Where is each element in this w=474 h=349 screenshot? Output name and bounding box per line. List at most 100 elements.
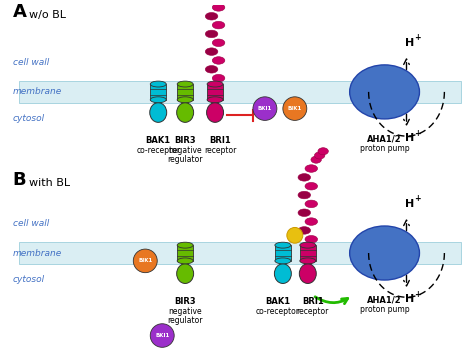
Bar	[279, 260, 287, 265]
Bar	[304, 260, 312, 265]
Ellipse shape	[305, 218, 318, 225]
Ellipse shape	[212, 21, 225, 29]
Ellipse shape	[177, 81, 193, 87]
Text: membrane: membrane	[13, 87, 62, 96]
Text: with BL: with BL	[28, 178, 70, 188]
Ellipse shape	[318, 148, 328, 155]
Ellipse shape	[305, 236, 318, 243]
Ellipse shape	[298, 209, 310, 216]
Bar	[275, 245, 291, 261]
Ellipse shape	[298, 191, 310, 199]
Ellipse shape	[305, 165, 318, 172]
Text: BRI1: BRI1	[302, 297, 324, 306]
Text: +: +	[414, 129, 421, 138]
Ellipse shape	[207, 103, 224, 122]
Text: AHA1/2: AHA1/2	[367, 134, 402, 143]
Bar	[18, 81, 461, 103]
Circle shape	[133, 249, 157, 273]
Text: BKI1: BKI1	[258, 106, 272, 111]
Ellipse shape	[205, 66, 218, 73]
Text: +: +	[414, 290, 421, 299]
Ellipse shape	[274, 264, 292, 283]
Text: BIK1: BIK1	[138, 258, 153, 263]
Bar	[177, 84, 193, 100]
Ellipse shape	[207, 81, 223, 87]
Text: H: H	[405, 294, 414, 304]
Ellipse shape	[205, 13, 218, 20]
Ellipse shape	[275, 258, 291, 264]
Text: w/o BL: w/o BL	[28, 10, 65, 20]
Ellipse shape	[300, 258, 316, 264]
Ellipse shape	[150, 103, 167, 122]
Ellipse shape	[212, 57, 225, 64]
Text: +: +	[414, 34, 421, 42]
Circle shape	[283, 97, 307, 120]
Text: B: B	[13, 171, 26, 189]
Text: +: +	[414, 194, 421, 203]
Ellipse shape	[298, 227, 310, 234]
Bar	[154, 99, 162, 104]
Bar	[177, 245, 193, 261]
Text: co-receptor: co-receptor	[136, 146, 180, 155]
Ellipse shape	[212, 3, 225, 11]
Ellipse shape	[205, 30, 218, 38]
Text: membrane: membrane	[13, 248, 62, 258]
Ellipse shape	[300, 242, 316, 248]
Ellipse shape	[212, 74, 225, 82]
Text: AHA1/2: AHA1/2	[367, 295, 402, 304]
Ellipse shape	[218, 0, 228, 2]
Text: cell wall: cell wall	[13, 219, 49, 228]
Ellipse shape	[150, 97, 166, 103]
Bar	[300, 245, 316, 261]
Bar	[18, 242, 461, 264]
Text: A: A	[13, 3, 27, 21]
Ellipse shape	[212, 39, 225, 46]
Text: negative: negative	[168, 307, 202, 316]
Text: co-receptor: co-receptor	[256, 307, 300, 316]
Ellipse shape	[205, 48, 218, 55]
Text: BIR3: BIR3	[174, 136, 196, 145]
Bar	[181, 99, 189, 104]
Ellipse shape	[350, 226, 419, 280]
Text: receptor: receptor	[297, 307, 329, 316]
Ellipse shape	[177, 103, 193, 122]
Text: cell wall: cell wall	[13, 58, 49, 67]
Circle shape	[150, 324, 174, 347]
Ellipse shape	[311, 156, 321, 163]
Text: BIR3: BIR3	[174, 297, 196, 306]
Bar	[150, 84, 166, 100]
Ellipse shape	[305, 183, 318, 190]
Ellipse shape	[314, 152, 325, 159]
Ellipse shape	[298, 173, 310, 181]
Bar	[207, 84, 223, 100]
Text: proton pump: proton pump	[360, 305, 410, 314]
Circle shape	[253, 97, 277, 120]
Text: BAK1: BAK1	[265, 297, 291, 306]
Text: receptor: receptor	[204, 146, 236, 155]
Text: H: H	[405, 199, 414, 209]
Ellipse shape	[299, 264, 316, 283]
Ellipse shape	[207, 97, 223, 103]
Text: cytosol: cytosol	[13, 114, 45, 123]
Text: H: H	[405, 38, 414, 48]
Ellipse shape	[177, 258, 193, 264]
Ellipse shape	[305, 200, 318, 208]
Text: H: H	[405, 133, 414, 143]
Circle shape	[287, 228, 303, 243]
Text: cytosol: cytosol	[13, 275, 45, 284]
Text: BIK1: BIK1	[288, 106, 302, 111]
Text: BAK1: BAK1	[146, 136, 171, 145]
Ellipse shape	[150, 81, 166, 87]
Text: proton pump: proton pump	[360, 144, 410, 153]
Text: BKI1: BKI1	[155, 333, 169, 338]
Text: regulator: regulator	[167, 155, 203, 164]
Text: negative: negative	[168, 146, 202, 155]
Bar	[211, 99, 219, 104]
Ellipse shape	[350, 65, 419, 119]
Ellipse shape	[177, 97, 193, 103]
Ellipse shape	[177, 242, 193, 248]
Ellipse shape	[275, 242, 291, 248]
Ellipse shape	[177, 264, 193, 283]
Bar	[181, 260, 189, 265]
Text: BRI1: BRI1	[209, 136, 231, 145]
